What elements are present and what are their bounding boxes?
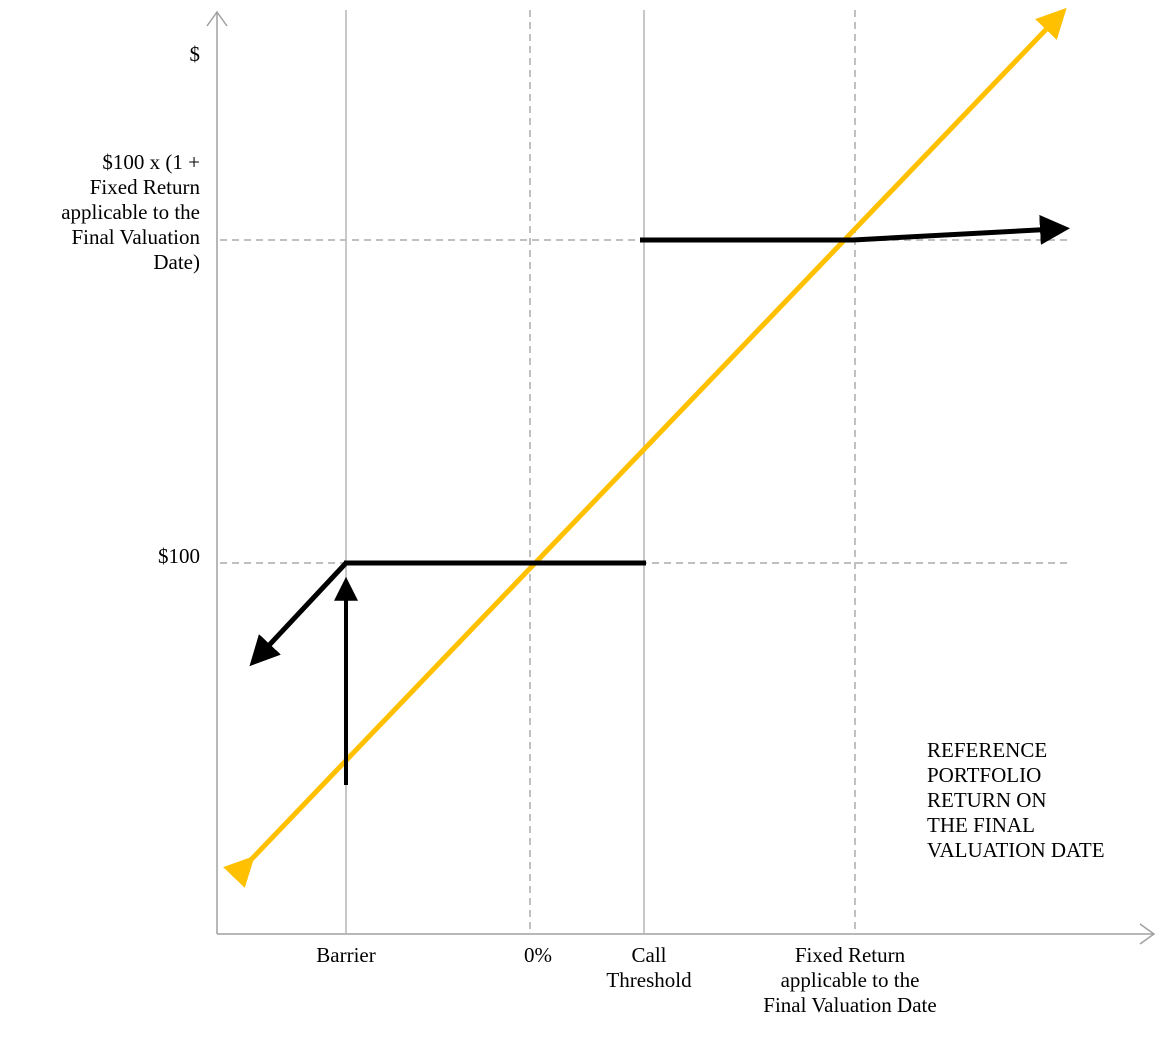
x-axis xyxy=(217,923,1156,945)
reference-return-line xyxy=(223,7,1067,888)
x-axis-title: REFERENCE PORTFOLIO RETURN ON THE FINAL … xyxy=(927,738,1105,862)
par-level-label: $100 xyxy=(158,544,200,568)
fixed-return-level-label: $100 x (1 + Fixed Return applicable to t… xyxy=(61,150,200,274)
zero-label: 0% xyxy=(524,943,552,967)
call-threshold-label: Call Threshold xyxy=(606,943,692,992)
payoff-below-barrier-arrow xyxy=(249,561,348,667)
barrier-label: Barrier xyxy=(316,943,376,967)
y-axis xyxy=(206,10,228,934)
y-axis-symbol-label: $ xyxy=(189,42,201,66)
payoff-upside-arrow xyxy=(852,214,1070,245)
fixed-return-label: Fixed Return applicable to the Final Val… xyxy=(763,943,937,1017)
